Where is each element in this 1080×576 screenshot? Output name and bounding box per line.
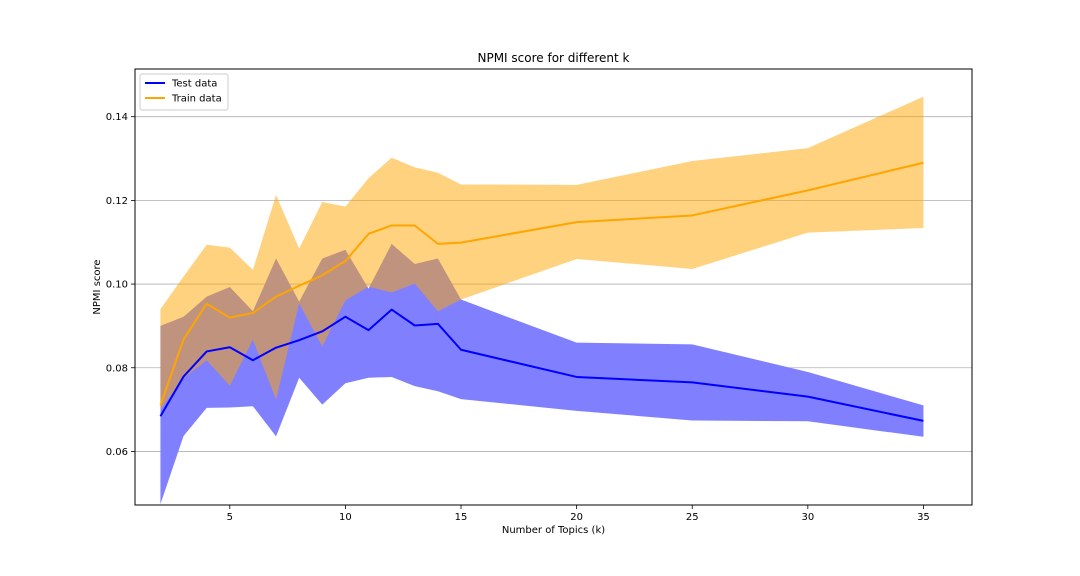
legend: Test data Train data — [139, 73, 229, 111]
band-train — [160, 96, 924, 410]
band-layer — [160, 96, 924, 505]
x-tick-label: 35 — [917, 512, 930, 523]
y-tick-label: 0.14 — [106, 112, 128, 123]
x-tick-label: 20 — [570, 512, 583, 523]
y-axis-title: NPMI score — [92, 259, 103, 314]
x-tick-label: 5 — [227, 512, 233, 523]
x-tick-label: 15 — [455, 512, 468, 523]
y-tick-label: 0.08 — [106, 363, 128, 374]
tick-layer: 0.06 0.08 0.10 0.12 0.14 5 10 15 20 25 30 35 — [106, 112, 930, 523]
band-test — [160, 243, 924, 505]
chart-title: NPMI score for different k — [477, 51, 629, 65]
plot-frame — [134, 68, 973, 506]
y-tick-label: 0.06 — [106, 447, 128, 458]
y-tick-label: 0.10 — [106, 280, 128, 291]
x-axis-title: Number of Topics (k) — [502, 525, 605, 536]
x-tick-label: 30 — [801, 512, 814, 523]
x-tick-label: 10 — [339, 512, 352, 523]
legend-label-test: Test data — [171, 79, 217, 90]
line-layer — [159, 161, 924, 422]
y-tick-label: 0.12 — [106, 196, 128, 207]
legend-label-train: Train data — [171, 94, 222, 105]
line-train — [159, 161, 924, 406]
x-tick-label: 25 — [686, 512, 699, 523]
line-test — [159, 308, 924, 422]
